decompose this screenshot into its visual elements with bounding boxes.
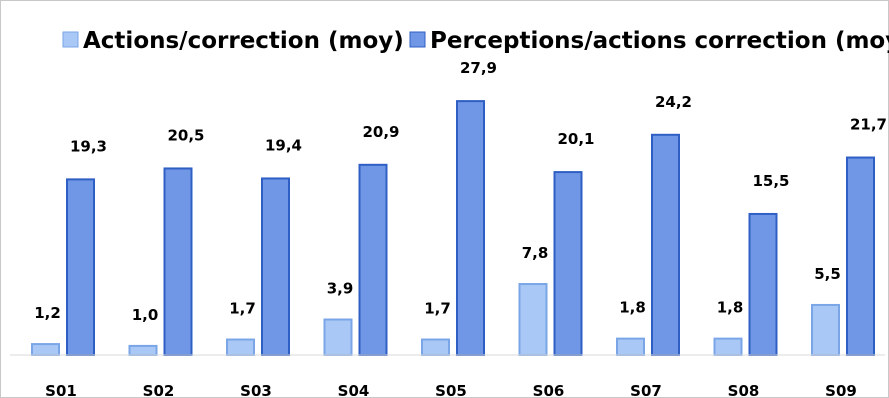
x-tick-s09: S09 [825, 382, 857, 398]
data-label-actions-s04: 3,9 [327, 280, 354, 298]
data-label-actions-s06: 7,8 [522, 244, 549, 262]
data-label-actions-s09: 5,5 [814, 265, 841, 283]
data-label-perceptions-s09: 21,7 [850, 116, 887, 134]
legend-item-perceptions: Perceptions/actions correction (moy) [409, 28, 889, 54]
bars [31, 100, 875, 357]
bar-perceptions-s01 [66, 178, 95, 356]
bar-perceptions-s05 [456, 100, 485, 356]
data-label-perceptions-s06: 20,1 [557, 130, 594, 148]
bar-perceptions-s04 [358, 163, 388, 356]
bar-perceptions-s08 [748, 212, 778, 356]
data-label-perceptions-s01: 19,3 [70, 137, 107, 155]
bar-actions-s04 [323, 318, 353, 357]
data-label-actions-s05: 1,7 [424, 300, 451, 318]
data-label-actions-s07: 1,8 [619, 299, 646, 317]
x-tick-s06: S06 [533, 382, 565, 398]
data-label-perceptions-s04: 20,9 [362, 123, 399, 141]
bar-actions-s03 [226, 338, 255, 356]
data-label-actions-s03: 1,7 [229, 300, 256, 318]
legend-item-actions: Actions/correction (moy) [62, 28, 404, 54]
x-tick-s02: S02 [143, 382, 175, 398]
data-labels: 1,2 19,3 1,0 20,5 1,7 19,4 3,9 20,9 1,7 27,9 7,8 20… [34, 59, 887, 324]
x-tick-s08: S08 [728, 382, 760, 398]
x-tick-s03: S03 [240, 382, 272, 398]
bar-perceptions-s02 [163, 167, 193, 356]
legend-swatch-actions [62, 31, 79, 48]
bar-actions-s05 [421, 338, 450, 356]
bar-perceptions-s07 [651, 133, 680, 356]
x-tick-s05: S05 [435, 382, 467, 398]
bar-actions-s09 [811, 303, 840, 357]
bar-actions-s01 [31, 343, 60, 356]
bar-actions-s07 [616, 337, 645, 356]
legend-swatch-perceptions [409, 31, 426, 48]
data-label-perceptions-s07: 24,2 [655, 93, 692, 111]
bar-actions-s06 [518, 283, 548, 356]
x-tick-labels: S01 S02 S03 S04 S05 S06 S07 S08 S09 [45, 382, 857, 398]
data-label-actions-s08: 1,8 [717, 299, 744, 317]
data-label-perceptions-s03: 19,4 [265, 136, 302, 154]
x-tick-s04: S04 [338, 382, 370, 398]
data-label-perceptions-s08: 15,5 [752, 172, 789, 190]
data-label-perceptions-s02: 20,5 [167, 126, 204, 144]
data-label-actions-s02: 1,0 [132, 306, 159, 324]
data-label-actions-s01: 1,2 [34, 304, 61, 322]
x-tick-s07: S07 [630, 382, 662, 398]
bar-perceptions-s03 [261, 177, 290, 356]
legend-label-actions: Actions/correction (moy) [83, 28, 404, 54]
bar-perceptions-s09 [846, 156, 875, 356]
legend-label-perceptions: Perceptions/actions correction (moy) [430, 28, 889, 54]
x-tick-s01: S01 [45, 382, 77, 398]
bar-actions-s02 [128, 344, 158, 356]
bar-perceptions-s06 [553, 171, 583, 356]
legend: Actions/correction (moy) Perceptions/act… [62, 28, 889, 54]
bar-actions-s08 [713, 337, 743, 356]
data-label-perceptions-s05: 27,9 [460, 59, 497, 77]
